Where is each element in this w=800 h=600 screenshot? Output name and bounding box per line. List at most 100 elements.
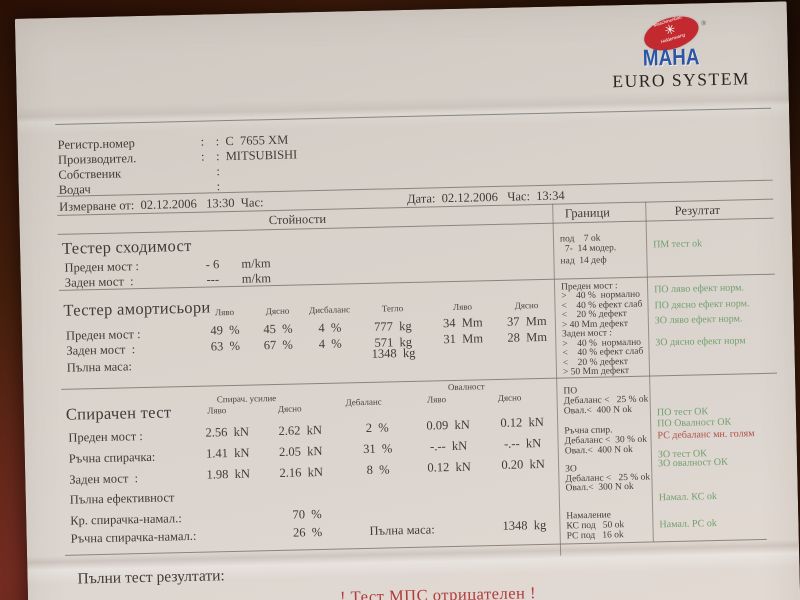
brake-total-mass-label: Пълна маса: [369,522,435,538]
brake-cell: 31 % [362,441,393,457]
owner-label: Собственик [58,166,122,182]
brake-cell: 1.41 kN [205,445,250,461]
registered-mark: ® [701,19,707,28]
toe-limit-line: 7- 14 модер. [560,243,617,255]
brake-front-axle-label: Преден мост : [68,429,143,445]
brake-test-title: Спирачен тест [65,402,172,424]
brake-col-left: Ляво [207,405,227,416]
brake-cell: 0.12 kN [500,414,544,430]
brake-limit-line: Овал.< 300 N ok [565,481,634,494]
toe-front-axle-unit: m/km [241,256,271,271]
shock-col-left2: Ляво [452,301,473,312]
brake-limit-line: ЗО [565,464,577,475]
manufacturer-value: : MITSUBISHI [215,147,298,164]
registration-number-colon: : [200,134,205,149]
brake-limit-line: Овал.< 400 N ok [564,444,634,457]
brake-result-line: ПО Овалност ОК [657,416,732,430]
brake-limit-line: РС под 16 ok [566,530,624,542]
euro-system-title: EURO SYSTEM [612,68,751,92]
shock-cell: 28 Mm [507,329,548,345]
brake-cell: 1.98 kN [206,466,251,482]
brake-limit-line: ПО [563,386,578,397]
shock-cell: 45 % [263,321,293,337]
shock-col-right2: Дясно [514,300,539,311]
shock-test-title: Тестер амортисьори [63,297,211,320]
shock-col-right: Дясно [265,305,290,317]
divider-shock-section [61,372,778,390]
toe-test-result: ПМ тест ok [653,238,703,251]
brake-group-ovality: Овалност [447,381,485,393]
brake-result-line-fail: РС дебаланс мн. голям [657,428,755,442]
divider-header-bottom [57,217,774,235]
column-header-values: Стойности [268,211,327,228]
shock-cell: 37 Mm [506,313,547,329]
brake-cell: 2.56 kN [205,424,250,440]
shock-cell: 67 % [263,337,294,353]
shock-result-line: ПО ляво ефект норм. [654,282,745,296]
shock-cell: 777 kg [374,318,412,334]
brake-cell: 2.16 kN [279,464,324,480]
shock-total-mass-label: Пълна маса: [66,359,133,375]
brake-limit-line: Овал.< 400 N ok [563,404,633,417]
brake-cell: 8 % [366,462,390,477]
manufacturer-label: Производител. [57,151,137,167]
shock-rear-axle-label: Заден мост : [66,342,136,358]
toe-test-title: Тестер сходимост [61,235,192,258]
shock-cell: 34 Mm [442,315,483,331]
maha-logo-wordmark: MAHA [642,43,700,71]
brake-rear-axle-label: Заден мост : [69,471,139,487]
brake-result-line: ЗО овалност ОК [657,456,728,470]
brake-cell: 2.05 kN [278,443,323,459]
brake-col-right: Дясно [277,403,302,414]
brake-group-force: Спирач. усилие [216,393,277,405]
brake-cell: -.-- kN [429,438,468,454]
brake-efficiency-title: Пълна ефективност [69,490,175,507]
shock-result-line: ЗО дясно ефект норм [655,335,746,349]
shock-cell: 4 % [318,320,342,336]
registration-number-label: Регистр.номер [57,136,135,152]
column-divider-result [645,201,654,542]
shock-front-axle-label: Преден мост : [65,327,141,343]
shock-col-imbalance: Дисбаланс [308,304,351,316]
shock-cell: 31 Mm [443,331,484,347]
toe-front-axle-value: - 6 [205,257,220,272]
brake-cell: 0.09 kN [426,417,471,433]
toe-rear-axle-value: --- [206,272,220,287]
column-header-limits: Граници [564,205,611,221]
full-test-results-label: Пълни тест резултати: [77,567,225,588]
brake-cell: 0.12 kN [427,459,471,475]
owner-value: : [216,164,220,179]
shock-result-line: ЗО ляво ефект норм. [654,313,743,327]
shock-total-mass-value: 1348 kg [371,345,416,361]
shock-cell: 49 % [210,322,240,338]
footbrake-reduction-label: Кр. спирачка-намал.: [70,511,182,528]
registration-number-value: : C 7655 XM [215,132,289,149]
shock-cell: 63 % [210,338,241,354]
brake-result-line: Намал. РС ok [659,518,717,531]
shock-result-line: ПО дясно ефект норм. [654,298,750,312]
brake-cell: 2.62 kN [278,422,323,438]
brake-cell: 0.20 kN [501,456,545,472]
brake-handbrake-label: Ръчна спирачка: [68,449,156,466]
footbrake-reduction-value: 70 % [292,507,322,522]
brake-col-oval-left: Ляво [427,394,447,405]
toe-front-axle-label: Преден мост : [64,259,140,275]
shock-col-left: Ляво [214,306,235,318]
test-report-paper: Maschinenbau ✳ Haldenwang ® MAHA EURO SY… [14,1,800,600]
brake-total-mass-value: 1348 kg [502,517,547,533]
handbrake-reduction-value: 26 % [292,525,323,540]
divider-top [55,107,772,125]
handbrake-reduction-label: Ръчна спирачка-намал.: [70,528,197,546]
brake-cell: 2 % [365,420,389,435]
brake-col-imbalance: Дебаланс [345,396,382,408]
shock-cell: 4 % [318,336,342,352]
brake-cell: -.-- kN [503,436,542,451]
toe-limit-line: над 14 деф [560,255,607,267]
manufacturer-colon: : [200,149,205,164]
column-header-result: Резултат [674,202,721,218]
shock-col-weight: Тегло [381,303,404,314]
test-verdict: ! Тест МПС отрицателен ! [339,583,537,600]
brake-result-line: Намал. КС ok [658,491,718,504]
brake-col-oval-right: Дясно [497,392,522,403]
